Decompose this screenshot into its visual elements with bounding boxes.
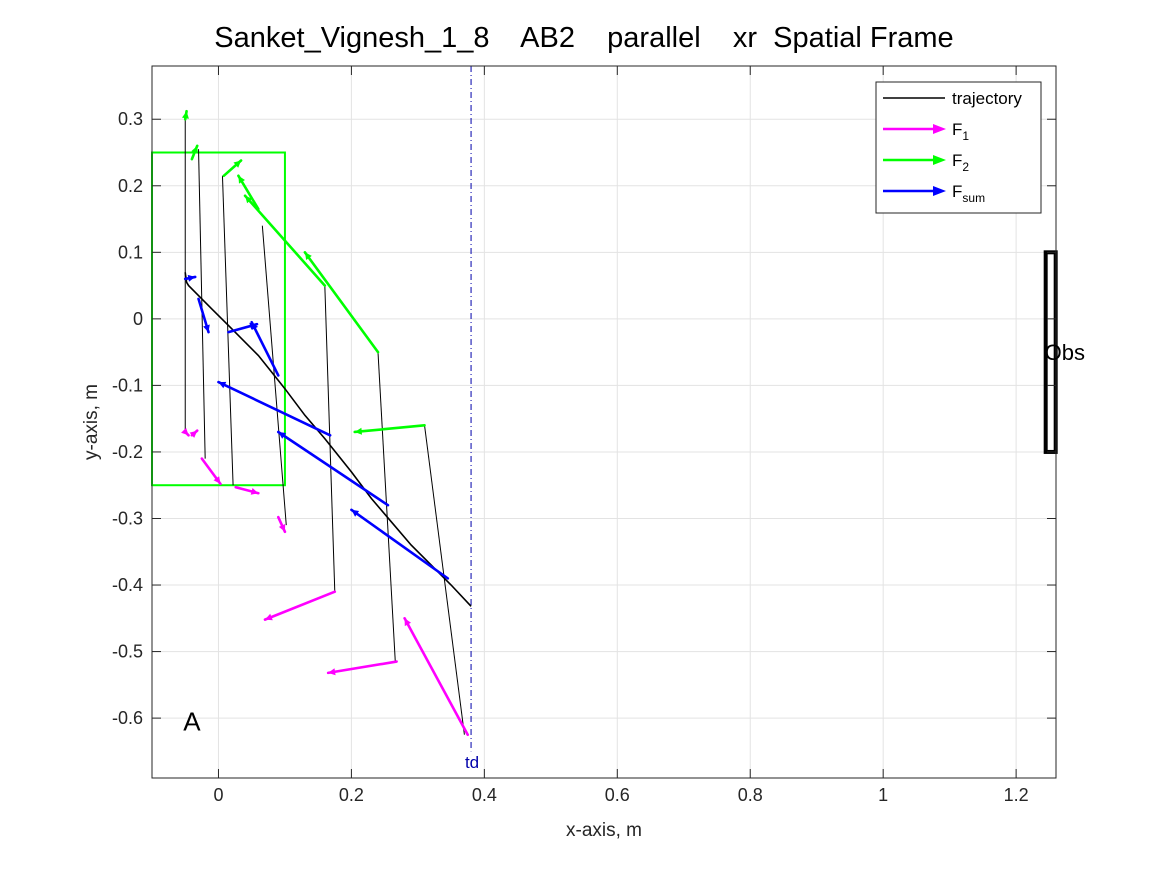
projection-line [198,149,206,459]
y-axis-label: y-axis, m [81,384,102,460]
fsum-arrow [276,430,390,507]
y-tick-label: -0.2 [112,442,143,462]
x-tick-label: 0.4 [472,785,497,805]
f2-arrow [182,109,189,121]
f1-arrow [276,515,287,534]
legend-swatch [883,186,946,196]
projection-line [424,425,465,735]
y-tick-label: -0.1 [112,375,143,395]
y-tick-label: 0.1 [118,242,143,262]
projection-line [221,175,234,486]
f2-arrow [237,174,260,211]
legend-swatch [883,155,946,165]
x-axis-label: x-axis, m [566,820,642,841]
f1-arrow [326,660,398,676]
f1-arrow [189,429,199,438]
legend-subscript: 2 [962,160,969,174]
trajectory-line [184,272,472,607]
f1-arrow [200,457,222,486]
x-tick-label: 0.6 [605,785,630,805]
legend-subscript: 1 [962,129,969,143]
fsum-arrows-layer [183,274,450,580]
x-ticks: 0 0.2 0.4 0.6 0.8 1 1.2 [213,66,1029,805]
f1-arrow [403,616,470,737]
legend-subscript: sum [962,191,985,205]
projection-line [324,285,336,592]
y-tick-label: 0.3 [118,109,143,129]
f1-arrow [234,485,260,495]
f2-arrow [190,144,199,161]
y-ticks: 0.3 0.2 0.1 0 -0.1 -0.2 -0.3 -0.4 -0.5 -0.6 [112,109,1056,728]
fsum-arrow [350,508,450,580]
y-tick-label: -0.3 [112,508,143,528]
fsum-arrow [183,274,197,282]
obstacle-label: Obs [1045,340,1085,365]
f2-arrow [222,159,243,178]
y-tick-label: -0.5 [112,642,143,662]
f1-arrow [181,427,190,437]
fsum-arrow [217,380,332,437]
f2-arrow [353,424,426,435]
trajectory-layer [184,272,472,607]
f1-arrows-layer [181,427,470,737]
annotation-label-a: A [183,706,201,736]
x-tick-label: 0.2 [339,785,364,805]
f1-arrow [263,590,337,621]
legend-swatch [883,124,946,134]
fsum-arrow [250,320,280,377]
x-tick-label: 0 [213,785,223,805]
plot-frame [151,65,1057,779]
chart-title: Sanket_Vignesh_1_8 AB2 parallel xr Spati… [214,22,953,54]
f2-arrow [243,194,327,287]
fsum-arrow [197,297,210,334]
y-tick-label: -0.6 [112,708,143,728]
y-tick-label: 0.2 [118,176,143,196]
f2-arrows-layer [182,109,426,435]
x-tick-label: 1 [878,785,888,805]
projection-line [377,352,396,662]
legend-label: trajectory [952,89,1022,108]
f2-arrow [303,251,380,354]
x-tick-label: 0.8 [738,785,763,805]
y-tick-label: 0 [133,309,143,329]
td-label: td [465,753,479,772]
legend-entry-trajectory: trajectory [883,89,1022,108]
x-tick-label: 1.2 [1004,785,1029,805]
y-tick-label: -0.4 [112,575,143,595]
